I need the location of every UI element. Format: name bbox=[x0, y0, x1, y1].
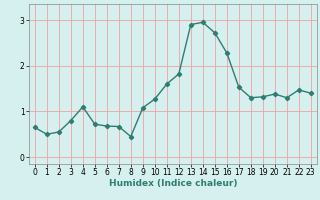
X-axis label: Humidex (Indice chaleur): Humidex (Indice chaleur) bbox=[108, 179, 237, 188]
